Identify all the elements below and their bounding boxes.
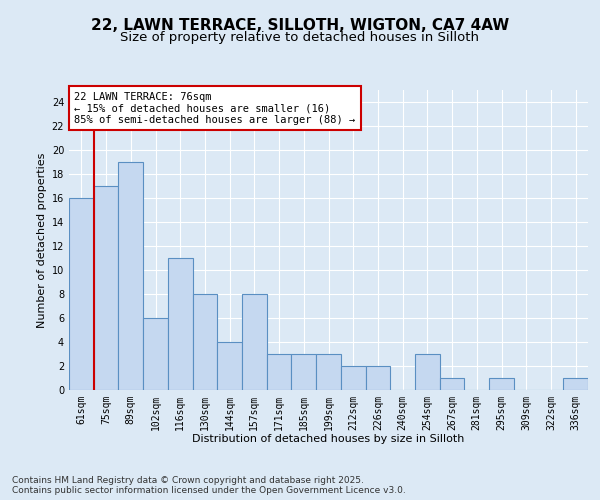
Text: 22 LAWN TERRACE: 76sqm
← 15% of detached houses are smaller (16)
85% of semi-det: 22 LAWN TERRACE: 76sqm ← 15% of detached… [74, 92, 355, 124]
Text: Contains HM Land Registry data © Crown copyright and database right 2025.
Contai: Contains HM Land Registry data © Crown c… [12, 476, 406, 495]
Bar [365, 366, 390, 390]
Text: 22, LAWN TERRACE, SILLOTH, WIGTON, CA7 4AW: 22, LAWN TERRACE, SILLOTH, WIGTON, CA7 4… [91, 18, 509, 32]
Bar [341, 366, 365, 390]
Bar [563, 378, 588, 390]
Bar [242, 294, 267, 390]
Bar [267, 354, 292, 390]
Bar [292, 354, 316, 390]
Bar [489, 378, 514, 390]
Bar [415, 354, 440, 390]
Bar [217, 342, 242, 390]
Bar [316, 354, 341, 390]
Bar [118, 162, 143, 390]
Bar [69, 198, 94, 390]
Bar [193, 294, 217, 390]
X-axis label: Distribution of detached houses by size in Silloth: Distribution of detached houses by size … [193, 434, 464, 444]
Bar [143, 318, 168, 390]
Y-axis label: Number of detached properties: Number of detached properties [37, 152, 47, 328]
Bar [94, 186, 118, 390]
Bar [440, 378, 464, 390]
Bar [168, 258, 193, 390]
Text: Size of property relative to detached houses in Silloth: Size of property relative to detached ho… [121, 31, 479, 44]
